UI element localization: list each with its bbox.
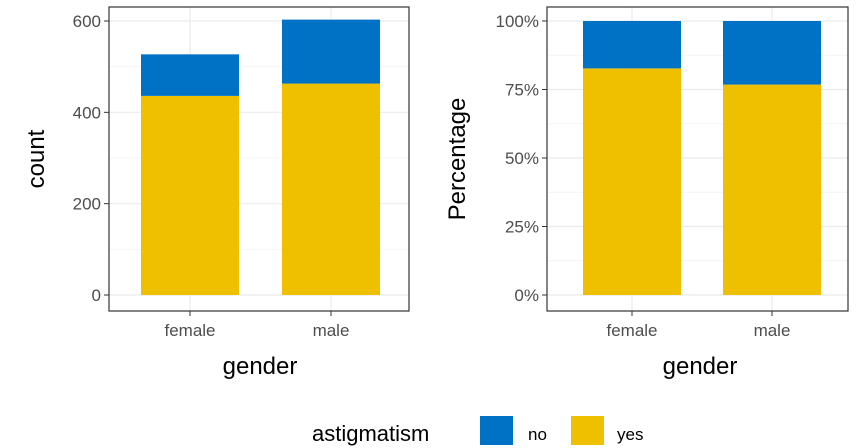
x-tick-label: female [164,321,215,340]
panel-border [546,6,849,312]
y-tick-label: 0 [92,286,101,305]
y-tick-label: 75% [505,81,539,100]
bar-yes-male [723,84,821,296]
legend-swatch-yes [571,416,604,445]
y-tick-label: 200 [73,195,101,214]
count-panel: 0 200 400 600 female male gender count [23,6,410,380]
legend-swatch-no [480,416,513,445]
y-tick-label: 100% [496,12,539,31]
bar-yes-male [282,83,380,296]
bar-no-male [723,21,821,85]
bar-no-female [141,54,239,96]
legend-title: astigmatism [312,421,429,446]
y-tick-label: 0% [514,286,539,305]
x-tick-label: male [313,321,350,340]
x-tick-label: male [754,321,791,340]
bar-yes-female [583,68,681,295]
bar-no-male [282,19,380,84]
legend-label-no: no [528,425,547,444]
y-tick-label: 25% [505,218,539,237]
x-axis-title: gender [223,353,298,380]
legend: astigmatism no yes [312,416,643,446]
y-tick-label: 50% [505,149,539,168]
y-tick-label: 600 [73,12,101,31]
legend-label-yes: yes [617,425,643,444]
panel-border [108,6,410,312]
percentage-panel: 0% 25% 50% 75% 100% female male gender Percentag… [444,6,849,380]
x-axis-title: gender [663,353,738,380]
x-tick-label: female [606,321,657,340]
y-tick-label: 400 [73,103,101,122]
y-axis-title: Percentage [444,98,471,221]
bar-no-female [583,21,681,69]
bar-yes-female [141,95,239,295]
y-axis-title: count [23,129,50,188]
